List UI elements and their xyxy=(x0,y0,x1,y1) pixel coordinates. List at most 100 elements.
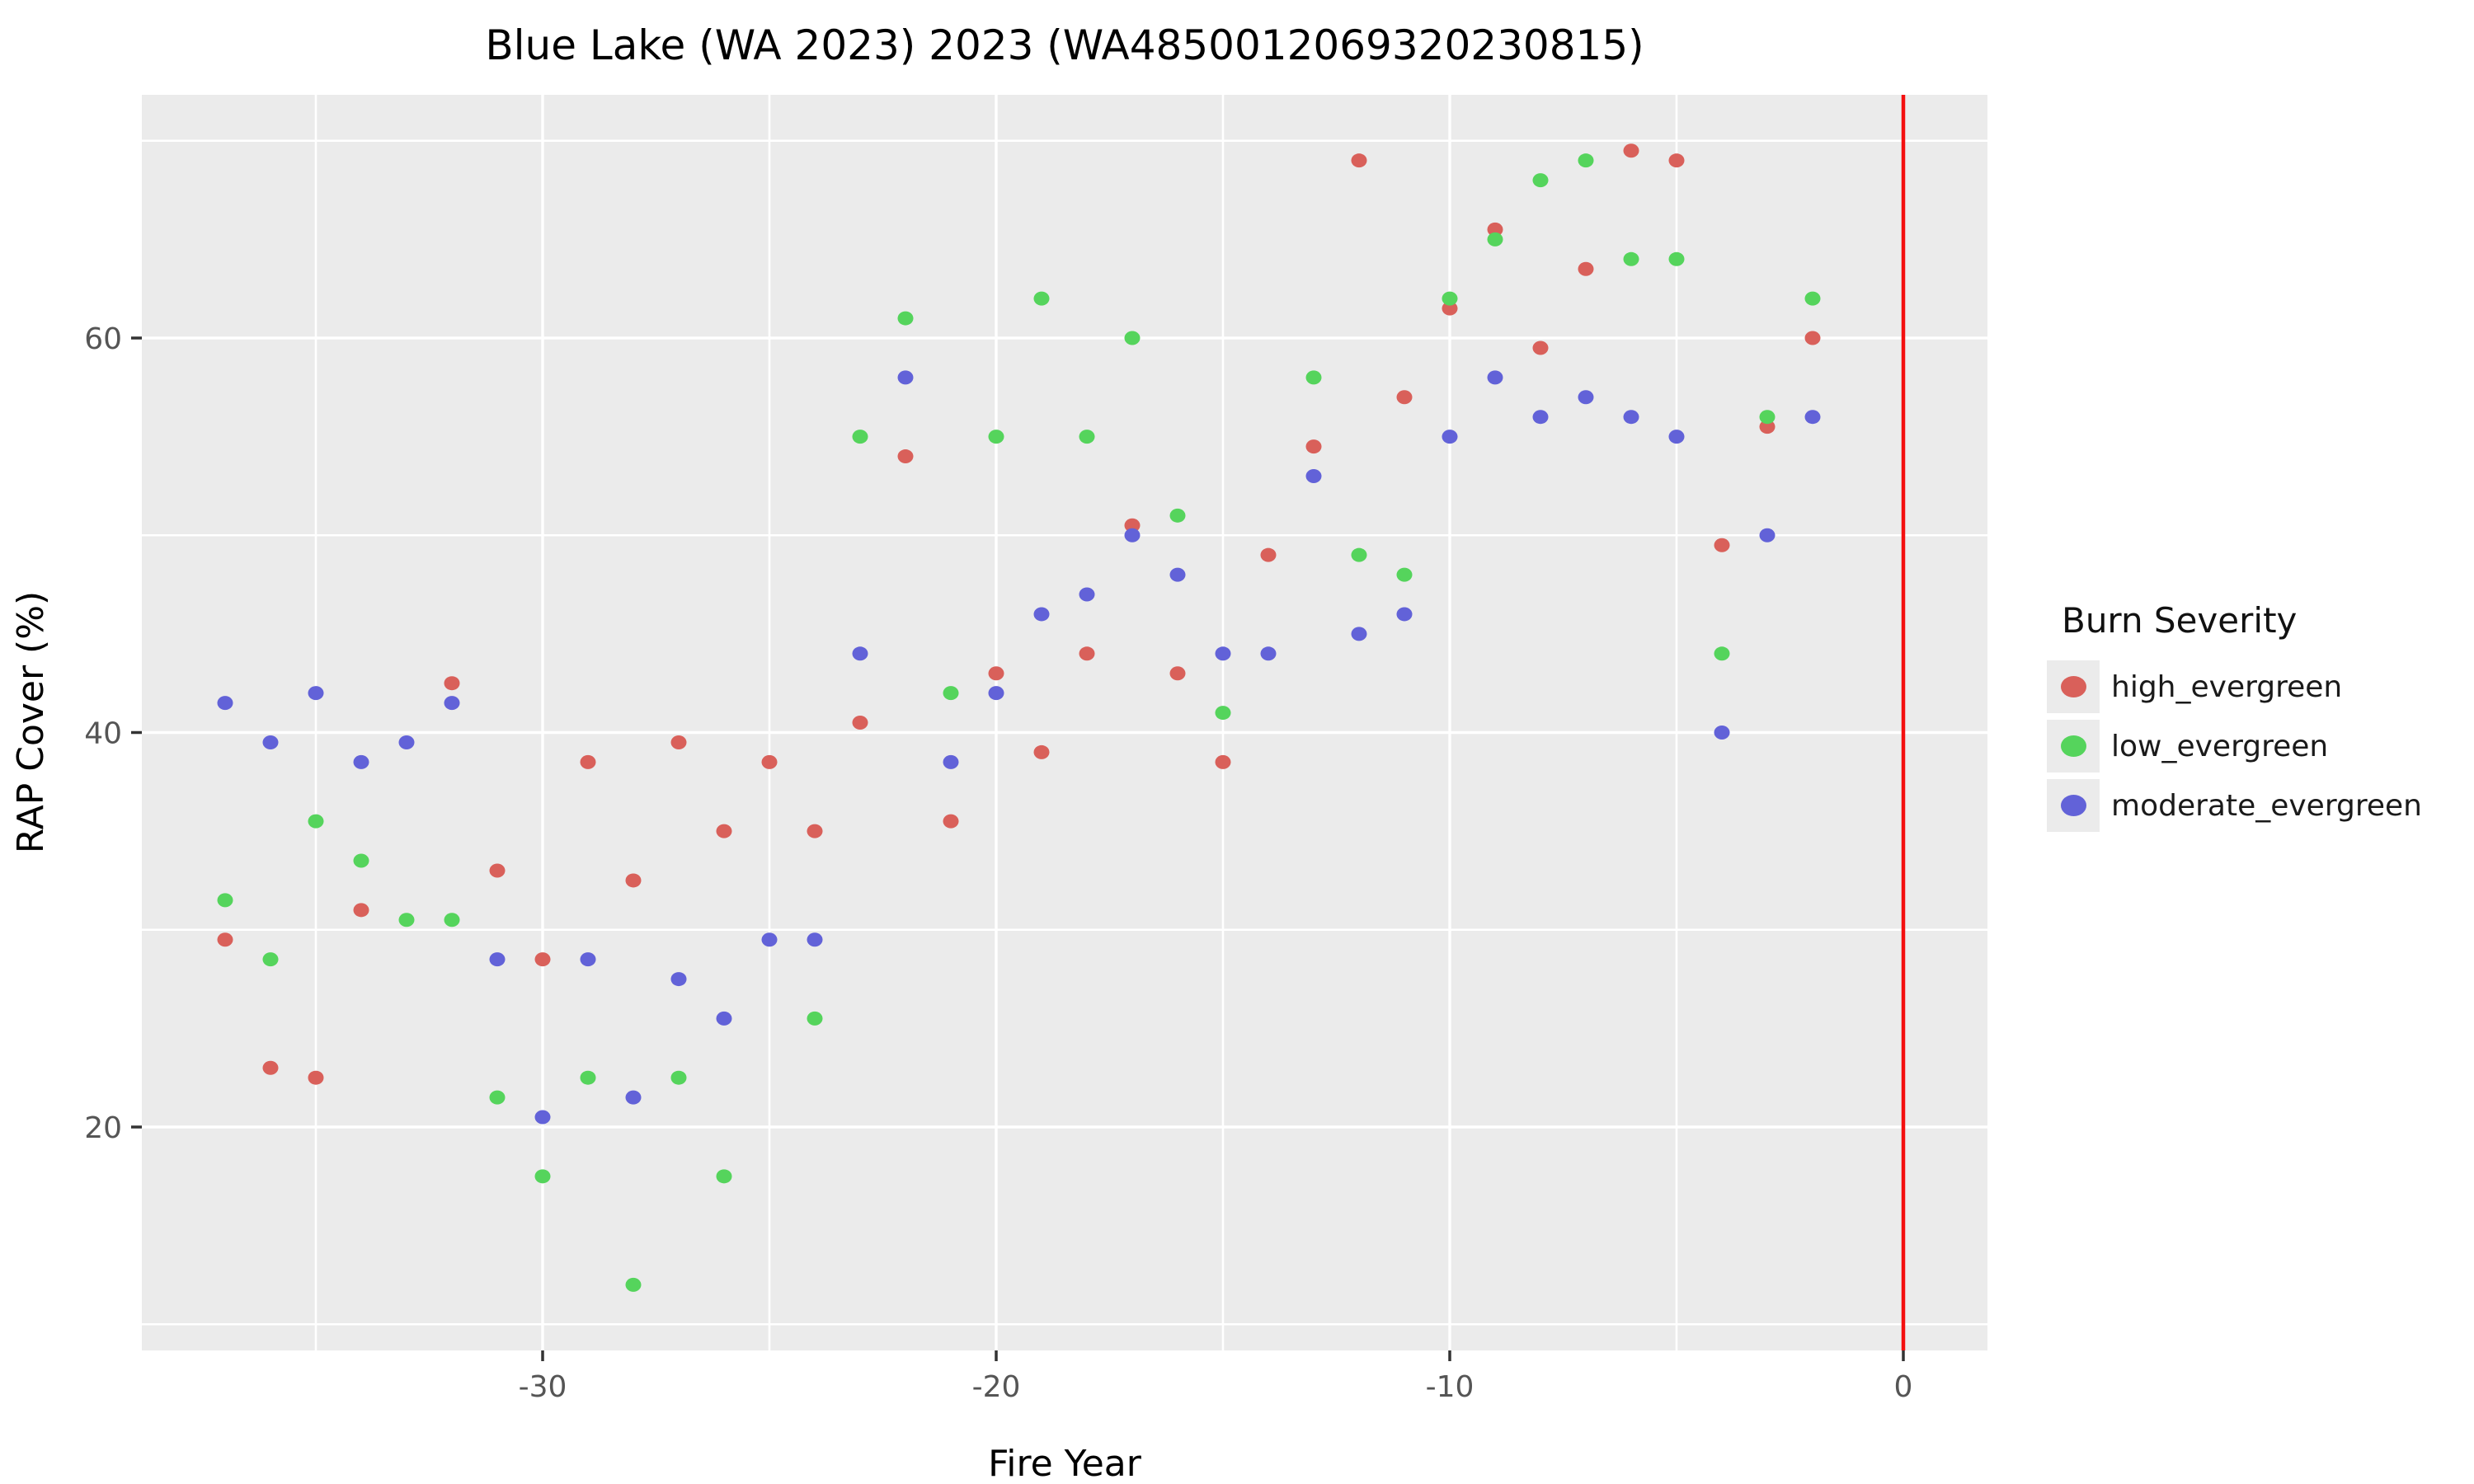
legend-item-high_evergreen: high_evergreen xyxy=(2047,660,2467,713)
data-point-moderate_evergreen xyxy=(670,972,687,987)
data-point-moderate_evergreen xyxy=(1079,587,1095,602)
legend-item-low_evergreen: low_evergreen xyxy=(2047,720,2467,773)
data-point-low_evergreen xyxy=(1668,251,1685,266)
data-point-low_evergreen xyxy=(625,1277,642,1292)
data-point-low_evergreen xyxy=(1623,251,1639,266)
data-point-moderate_evergreen xyxy=(1442,430,1458,444)
plot-panel xyxy=(142,95,1987,1350)
axis-ticks xyxy=(131,336,1905,1361)
data-point-low_evergreen xyxy=(398,913,415,928)
data-point-low_evergreen xyxy=(489,1090,506,1105)
data-point-high_evergreen xyxy=(716,824,732,838)
data-point-high_evergreen xyxy=(489,863,506,878)
data-point-moderate_evergreen xyxy=(716,1011,732,1026)
data-point-high_evergreen xyxy=(1169,666,1186,681)
data-point-low_evergreen xyxy=(1396,567,1413,582)
data-point-low_evergreen xyxy=(716,1169,732,1184)
data-point-moderate_evergreen xyxy=(1623,410,1639,425)
data-point-low_evergreen xyxy=(217,893,233,908)
data-point-low_evergreen xyxy=(580,1070,596,1085)
data-point-high_evergreen xyxy=(1079,646,1095,661)
data-point-high_evergreen xyxy=(1804,331,1821,345)
data-point-high_evergreen xyxy=(1714,538,1730,552)
data-point-low_evergreen xyxy=(1079,430,1095,444)
data-point-moderate_evergreen xyxy=(398,735,415,749)
legend-item-moderate_evergreen: moderate_evergreen xyxy=(2047,779,2467,832)
data-point-high_evergreen xyxy=(1759,420,1776,434)
data-point-high_evergreen xyxy=(217,932,233,947)
data-point-low_evergreen xyxy=(1442,291,1458,306)
x-tick-label: -20 xyxy=(972,1370,1021,1404)
legend-key xyxy=(2047,779,2100,832)
data-point-moderate_evergreen xyxy=(1804,410,1821,425)
x-tick-label: -30 xyxy=(519,1370,567,1404)
data-point-low_evergreen xyxy=(807,1011,823,1026)
y-axis-label: RAP Cover (%) xyxy=(10,591,52,853)
data-point-moderate_evergreen xyxy=(1124,528,1141,542)
data-point-high_evergreen xyxy=(1033,744,1050,759)
data-point-moderate_evergreen xyxy=(1260,646,1277,661)
y-tick-label: 40 xyxy=(84,717,122,751)
data-point-low_evergreen xyxy=(262,952,279,967)
legend-item-label: high_evergreen xyxy=(2111,669,2343,704)
y-tick-label: 60 xyxy=(84,322,122,356)
data-point-low_evergreen xyxy=(1215,706,1231,721)
data-point-low_evergreen xyxy=(1351,547,1367,562)
data-point-high_evergreen xyxy=(444,676,460,691)
data-point-low_evergreen xyxy=(670,1070,687,1085)
data-point-high_evergreen xyxy=(1668,153,1685,168)
x-axis-label: Fire Year xyxy=(988,1443,1142,1484)
data-point-high_evergreen xyxy=(625,873,642,888)
data-point-low_evergreen xyxy=(897,311,914,326)
data-point-moderate_evergreen xyxy=(761,932,778,947)
data-point-high_evergreen xyxy=(943,814,959,829)
data-point-low_evergreen xyxy=(308,814,324,829)
data-point-moderate_evergreen xyxy=(943,754,959,769)
data-point-low_evergreen xyxy=(444,913,460,928)
data-point-moderate_evergreen xyxy=(1668,430,1685,444)
data-point-high_evergreen xyxy=(1305,439,1322,454)
legend-item-label: low_evergreen xyxy=(2111,729,2329,763)
data-point-high_evergreen xyxy=(353,903,369,918)
data-point-moderate_evergreen xyxy=(308,686,324,701)
data-point-high_evergreen xyxy=(534,952,551,967)
data-point-high_evergreen xyxy=(1442,301,1458,316)
data-point-high_evergreen xyxy=(1351,153,1367,168)
data-point-high_evergreen xyxy=(988,666,1004,681)
data-point-low_evergreen xyxy=(988,430,1004,444)
data-point-moderate_evergreen xyxy=(1578,390,1594,405)
legend-key xyxy=(2047,660,2100,713)
data-point-high_evergreen xyxy=(761,754,778,769)
legend-key xyxy=(2047,720,2100,773)
data-point-low_evergreen xyxy=(1532,173,1549,188)
data-point-high_evergreen xyxy=(670,735,687,749)
data-point-high_evergreen xyxy=(1260,547,1277,562)
data-point-low_evergreen xyxy=(852,430,868,444)
y-tick-label: 20 xyxy=(84,1111,122,1145)
data-point-high_evergreen xyxy=(852,716,868,730)
data-point-moderate_evergreen xyxy=(1305,468,1322,483)
data-point-moderate_evergreen xyxy=(1396,607,1413,622)
data-point-moderate_evergreen xyxy=(1351,627,1367,641)
legend-marker-icon xyxy=(2060,676,2086,697)
axis-tick-labels: -30 -20 -10 0 20 40 60 xyxy=(84,322,1912,1404)
data-point-moderate_evergreen xyxy=(625,1090,642,1105)
data-point-moderate_evergreen xyxy=(1215,646,1231,661)
data-point-low_evergreen xyxy=(1305,370,1322,385)
data-point-high_evergreen xyxy=(262,1060,279,1075)
data-point-high_evergreen xyxy=(1215,754,1231,769)
data-point-high_evergreen xyxy=(1532,340,1549,355)
minor-gridlines xyxy=(142,95,1987,1350)
data-point-low_evergreen xyxy=(1124,331,1141,345)
data-point-moderate_evergreen xyxy=(1033,607,1050,622)
chart-title: Blue Lake (WA 2023) 2023 (WA485001206932… xyxy=(485,21,1644,69)
data-point-moderate_evergreen xyxy=(489,952,506,967)
data-point-low_evergreen xyxy=(1578,153,1594,168)
data-point-high_evergreen xyxy=(1487,222,1503,237)
data-point-moderate_evergreen xyxy=(580,952,596,967)
legend-marker-icon xyxy=(2060,795,2086,816)
data-point-high_evergreen xyxy=(1578,261,1594,276)
data-point-moderate_evergreen xyxy=(1487,370,1503,385)
